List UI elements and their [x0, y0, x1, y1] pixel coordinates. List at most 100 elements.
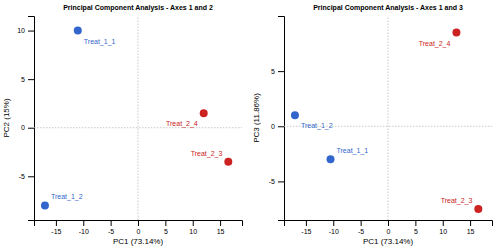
x-tick-mark — [388, 220, 389, 226]
y-tick-label: 0 — [21, 124, 25, 131]
x-tick-mark — [193, 220, 194, 226]
reference-line-horizontal — [34, 127, 242, 128]
x-tick-mark — [220, 220, 221, 226]
point-label: Treat_2_4 — [419, 40, 451, 48]
x-tick: 15 — [467, 220, 475, 235]
y-tick: 5 — [271, 68, 284, 75]
x-tick: 10 — [439, 220, 447, 235]
y-tick-label: 5 — [271, 68, 275, 75]
x-tick: -15 — [51, 220, 61, 235]
point-label: Treat_1_1 — [84, 38, 116, 46]
x-tick-label: 10 — [189, 228, 197, 235]
y-tick: 5 — [21, 76, 34, 83]
x-tick-label: 5 — [164, 228, 168, 235]
y-tick-mark — [28, 176, 34, 177]
x-tick: 10 — [189, 220, 197, 235]
y-axis-line — [278, 17, 285, 221]
x-tick: 0 — [137, 220, 141, 235]
y-tick-mark — [278, 126, 284, 127]
x-axis: -15 -10 -5 0 5 10 15 — [35, 220, 243, 235]
y-tick-mark — [28, 128, 34, 129]
panel: -15-10-5051015-50510Treat_1_1Treat_1_2Tr… — [2, 4, 243, 246]
point-label: Treat_1_1 — [337, 147, 369, 155]
x-tick-label: -5 — [358, 228, 364, 235]
x-tick-label: 0 — [387, 228, 391, 235]
x-tick: 15 — [217, 220, 225, 235]
x-tick: 5 — [414, 220, 418, 235]
reference-line-vertical — [388, 16, 389, 220]
point — [452, 29, 460, 37]
point — [327, 155, 335, 163]
panel: -15-10-5051015-505Treat_1_2Treat_1_1Trea… — [252, 4, 493, 246]
y-tick: 0 — [271, 123, 284, 130]
y-axis-title: PC3 (11.86%) — [252, 93, 261, 143]
point-labels: Treat_1_2 Treat_1_1 Treat_2_4 Treat_2_3 — [301, 40, 472, 205]
x-axis-title: PC1 (73.14%) — [363, 237, 414, 246]
x-tick-mark — [111, 220, 112, 226]
y-tick: 10 — [17, 27, 34, 34]
point — [200, 109, 208, 117]
x-tick-label: -10 — [329, 228, 339, 235]
y-tick-mark — [278, 181, 284, 182]
point-labels: Treat_1_1 Treat_1_2 Treat_2_4 Treat_2_3 — [51, 38, 222, 202]
y-tick-label: 10 — [17, 27, 25, 34]
x-tick-mark — [138, 220, 139, 226]
y-tick-mark — [28, 31, 34, 32]
point — [474, 205, 482, 213]
y-tick-label: -5 — [269, 178, 275, 185]
plot-area — [34, 16, 242, 220]
y-axis-line — [28, 17, 35, 221]
y-tick: 0 — [21, 124, 34, 131]
x-tick-mark — [470, 220, 471, 226]
y-tick-mark — [278, 71, 284, 72]
y-tick-mark — [28, 79, 34, 80]
x-tick-mark — [56, 220, 57, 226]
x-tick-mark — [333, 220, 334, 226]
x-axis-line — [35, 221, 243, 227]
x-tick: -5 — [108, 220, 114, 235]
plot-area — [284, 16, 492, 220]
chart-canvas: -15-10-5051015-50510Treat_1_1Treat_1_2Tr… — [0, 0, 500, 247]
point-label: Treat_2_3 — [191, 150, 223, 158]
x-tick: -10 — [329, 220, 339, 235]
x-axis-title: PC1 (73.14%) — [113, 237, 164, 246]
x-tick-label: 10 — [439, 228, 447, 235]
point — [224, 158, 232, 166]
point — [74, 27, 82, 35]
x-tick-label: -15 — [51, 228, 61, 235]
point-label: Treat_2_4 — [166, 120, 198, 128]
x-tick: -10 — [79, 220, 89, 235]
x-tick-label: 15 — [467, 228, 475, 235]
y-axis-title: PC2 (15%) — [2, 98, 11, 137]
point-label: Treat_1_2 — [301, 122, 333, 130]
point-label: Treat_1_2 — [51, 193, 83, 201]
x-tick-mark — [165, 220, 166, 226]
x-tick-mark — [83, 220, 84, 226]
x-tick: -15 — [301, 220, 311, 235]
x-tick-label: -5 — [108, 228, 114, 235]
x-tick-label: 15 — [217, 228, 225, 235]
title: Principal Component Analysis - Axes 1 an… — [313, 4, 463, 12]
x-tick-mark — [443, 220, 444, 226]
y-axis: -5 0 5 10 — [17, 17, 34, 221]
x-axis-line — [285, 221, 493, 227]
x-axis: -15 -10 -5 0 5 10 15 — [285, 220, 493, 235]
y-tick: -5 — [269, 178, 284, 185]
y-tick-label: 5 — [21, 76, 25, 83]
title: Principal Component Analysis - Axes 1 an… — [63, 4, 213, 12]
point-label: Treat_2_3 — [441, 197, 473, 205]
y-tick: -5 — [19, 173, 34, 180]
point — [41, 201, 49, 209]
x-tick-mark — [306, 220, 307, 226]
x-tick-mark — [415, 220, 416, 226]
x-tick-label: 0 — [137, 228, 141, 235]
x-tick-label: -15 — [301, 228, 311, 235]
x-tick-mark — [361, 220, 362, 226]
x-tick-label: -10 — [79, 228, 89, 235]
reference-line-vertical — [138, 16, 139, 220]
y-tick-label: 0 — [271, 123, 275, 130]
x-tick: -5 — [358, 220, 364, 235]
x-tick-label: 5 — [414, 228, 418, 235]
x-tick: 5 — [164, 220, 168, 235]
y-tick-label: -5 — [19, 173, 25, 180]
